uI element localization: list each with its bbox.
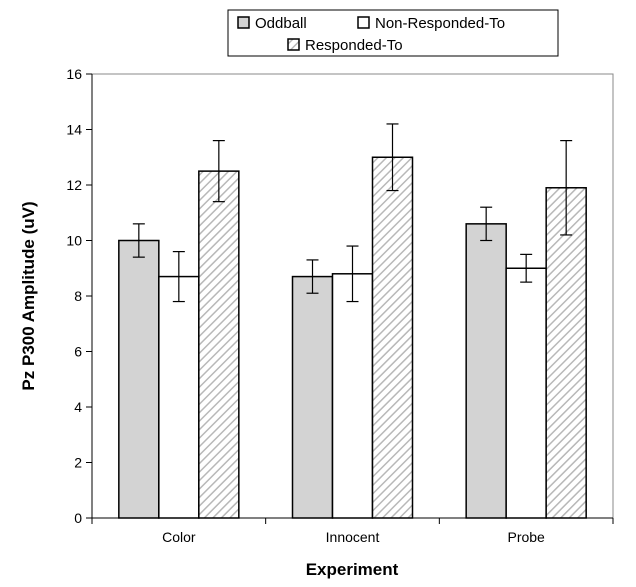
legend-item-non-responded-to: Non-Responded-To bbox=[357, 15, 505, 32]
bars bbox=[118, 156, 587, 519]
x-axis: Color Innocent Probe bbox=[91, 517, 614, 545]
legend-item-responded-to: Responded-To bbox=[287, 37, 403, 54]
legend-label: Responded-To bbox=[305, 37, 403, 54]
error-bars bbox=[132, 123, 573, 303]
legend-swatch bbox=[287, 38, 300, 51]
x-tick-label-innocent: Innocent bbox=[326, 529, 380, 545]
y-tick-label: 2 bbox=[74, 455, 82, 471]
error-bar-responded-to-color bbox=[212, 140, 225, 203]
legend-label: Non-Responded-To bbox=[375, 15, 505, 32]
legend-label: Oddball bbox=[255, 15, 307, 32]
y-tick-label: 14 bbox=[66, 122, 82, 138]
error-bar-responded-to-probe bbox=[560, 140, 573, 236]
legend-box bbox=[227, 9, 559, 57]
x-tick-label-color: Color bbox=[162, 529, 196, 545]
legend-item-oddball: Oddball bbox=[237, 15, 307, 32]
legend: Oddball Non-Responded-To Responded-To bbox=[227, 9, 559, 57]
bar-responded-to-innocent bbox=[371, 156, 414, 519]
error-bar-non-responded-to-color bbox=[172, 251, 185, 303]
y-tick-label: 8 bbox=[74, 288, 82, 304]
bar-responded-to-probe bbox=[545, 187, 587, 519]
bar-oddball-innocent bbox=[291, 275, 334, 519]
y-tick-label: 16 bbox=[66, 66, 82, 82]
bar-non-responded-to-color bbox=[158, 275, 200, 519]
y-axis: 0 2 4 6 8 10 12 14 16 bbox=[66, 66, 93, 526]
error-bar-oddball-color bbox=[132, 223, 145, 258]
x-tick-label-probe: Probe bbox=[507, 529, 545, 545]
error-bar-oddball-innocent bbox=[306, 259, 319, 294]
bar-oddball-color bbox=[118, 239, 160, 519]
x-axis-title: Experiment bbox=[306, 560, 399, 579]
legend-swatch bbox=[237, 16, 250, 29]
y-tick-label: 0 bbox=[74, 510, 82, 526]
error-bar-responded-to-innocent bbox=[386, 123, 399, 192]
y-tick-label: 4 bbox=[74, 399, 82, 415]
bar-oddball-probe bbox=[465, 223, 507, 519]
y-axis-title: Pz P300 Amplitude (uV) bbox=[19, 201, 38, 390]
bar-non-responded-to-innocent bbox=[331, 273, 374, 519]
y-tick-label: 10 bbox=[66, 233, 82, 249]
error-bar-non-responded-to-probe bbox=[520, 253, 533, 283]
error-bar-non-responded-to-innocent bbox=[346, 245, 359, 303]
legend-swatch bbox=[357, 16, 370, 29]
error-bar-oddball-probe bbox=[480, 206, 493, 242]
bar-non-responded-to-probe bbox=[505, 267, 547, 519]
y-tick-label: 6 bbox=[74, 344, 82, 360]
bar-responded-to-color bbox=[198, 170, 240, 519]
y-tick-label: 12 bbox=[66, 177, 82, 193]
